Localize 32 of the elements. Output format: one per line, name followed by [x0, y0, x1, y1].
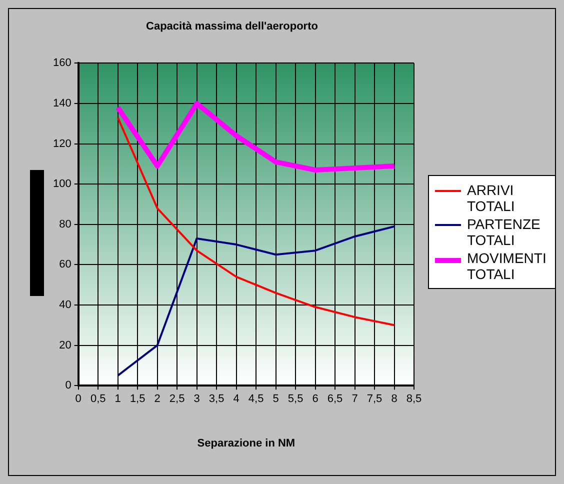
x-tick-label: 5,5	[288, 393, 304, 406]
x-tick-label: 6,5	[327, 393, 343, 406]
x-tick-label: 2,5	[169, 393, 185, 406]
y-tick-label: 140	[52, 98, 72, 110]
x-tick-label: 0	[75, 393, 82, 406]
y-tick-label: 60	[59, 258, 72, 271]
x-tick-label: 3	[194, 393, 200, 406]
x-tick-label: 3,5	[208, 393, 224, 406]
chart-title: Capacità massima dell'aeroporto	[146, 20, 318, 33]
x-axis-title: Separazione in NM	[197, 437, 296, 450]
x-tick-label: 0,5	[90, 393, 106, 406]
x-tick-label: 8,5	[406, 393, 422, 406]
legend-label: PARTENZE TOTALI	[467, 216, 542, 248]
x-tick-label: 4,5	[248, 393, 264, 406]
x-tick-label: 6	[312, 393, 318, 406]
x-tick-label: 2	[154, 393, 160, 406]
x-tick-label: 4	[233, 393, 240, 406]
x-tick-label: 1,5	[130, 393, 146, 406]
y-tick-label: 120	[52, 138, 72, 150]
x-tick-label: 5	[272, 393, 279, 406]
y-tick-label: 20	[59, 339, 72, 352]
x-tick-label: 7,5	[366, 393, 382, 406]
y-tick-label: 80	[59, 218, 72, 230]
y-tick-label: 100	[52, 178, 72, 190]
y-tick-label: 40	[59, 299, 72, 312]
x-tick-label: 1	[114, 393, 121, 406]
y-tick-label: 160	[52, 57, 72, 70]
x-tick-label: 7	[352, 393, 358, 406]
legend-label: MOVIMENTI TOTALI	[467, 250, 548, 282]
x-tick-label: 8	[391, 393, 398, 406]
legend-label: ARRIVI TOTALI	[467, 182, 516, 214]
y-tick-label: 0	[65, 380, 72, 392]
